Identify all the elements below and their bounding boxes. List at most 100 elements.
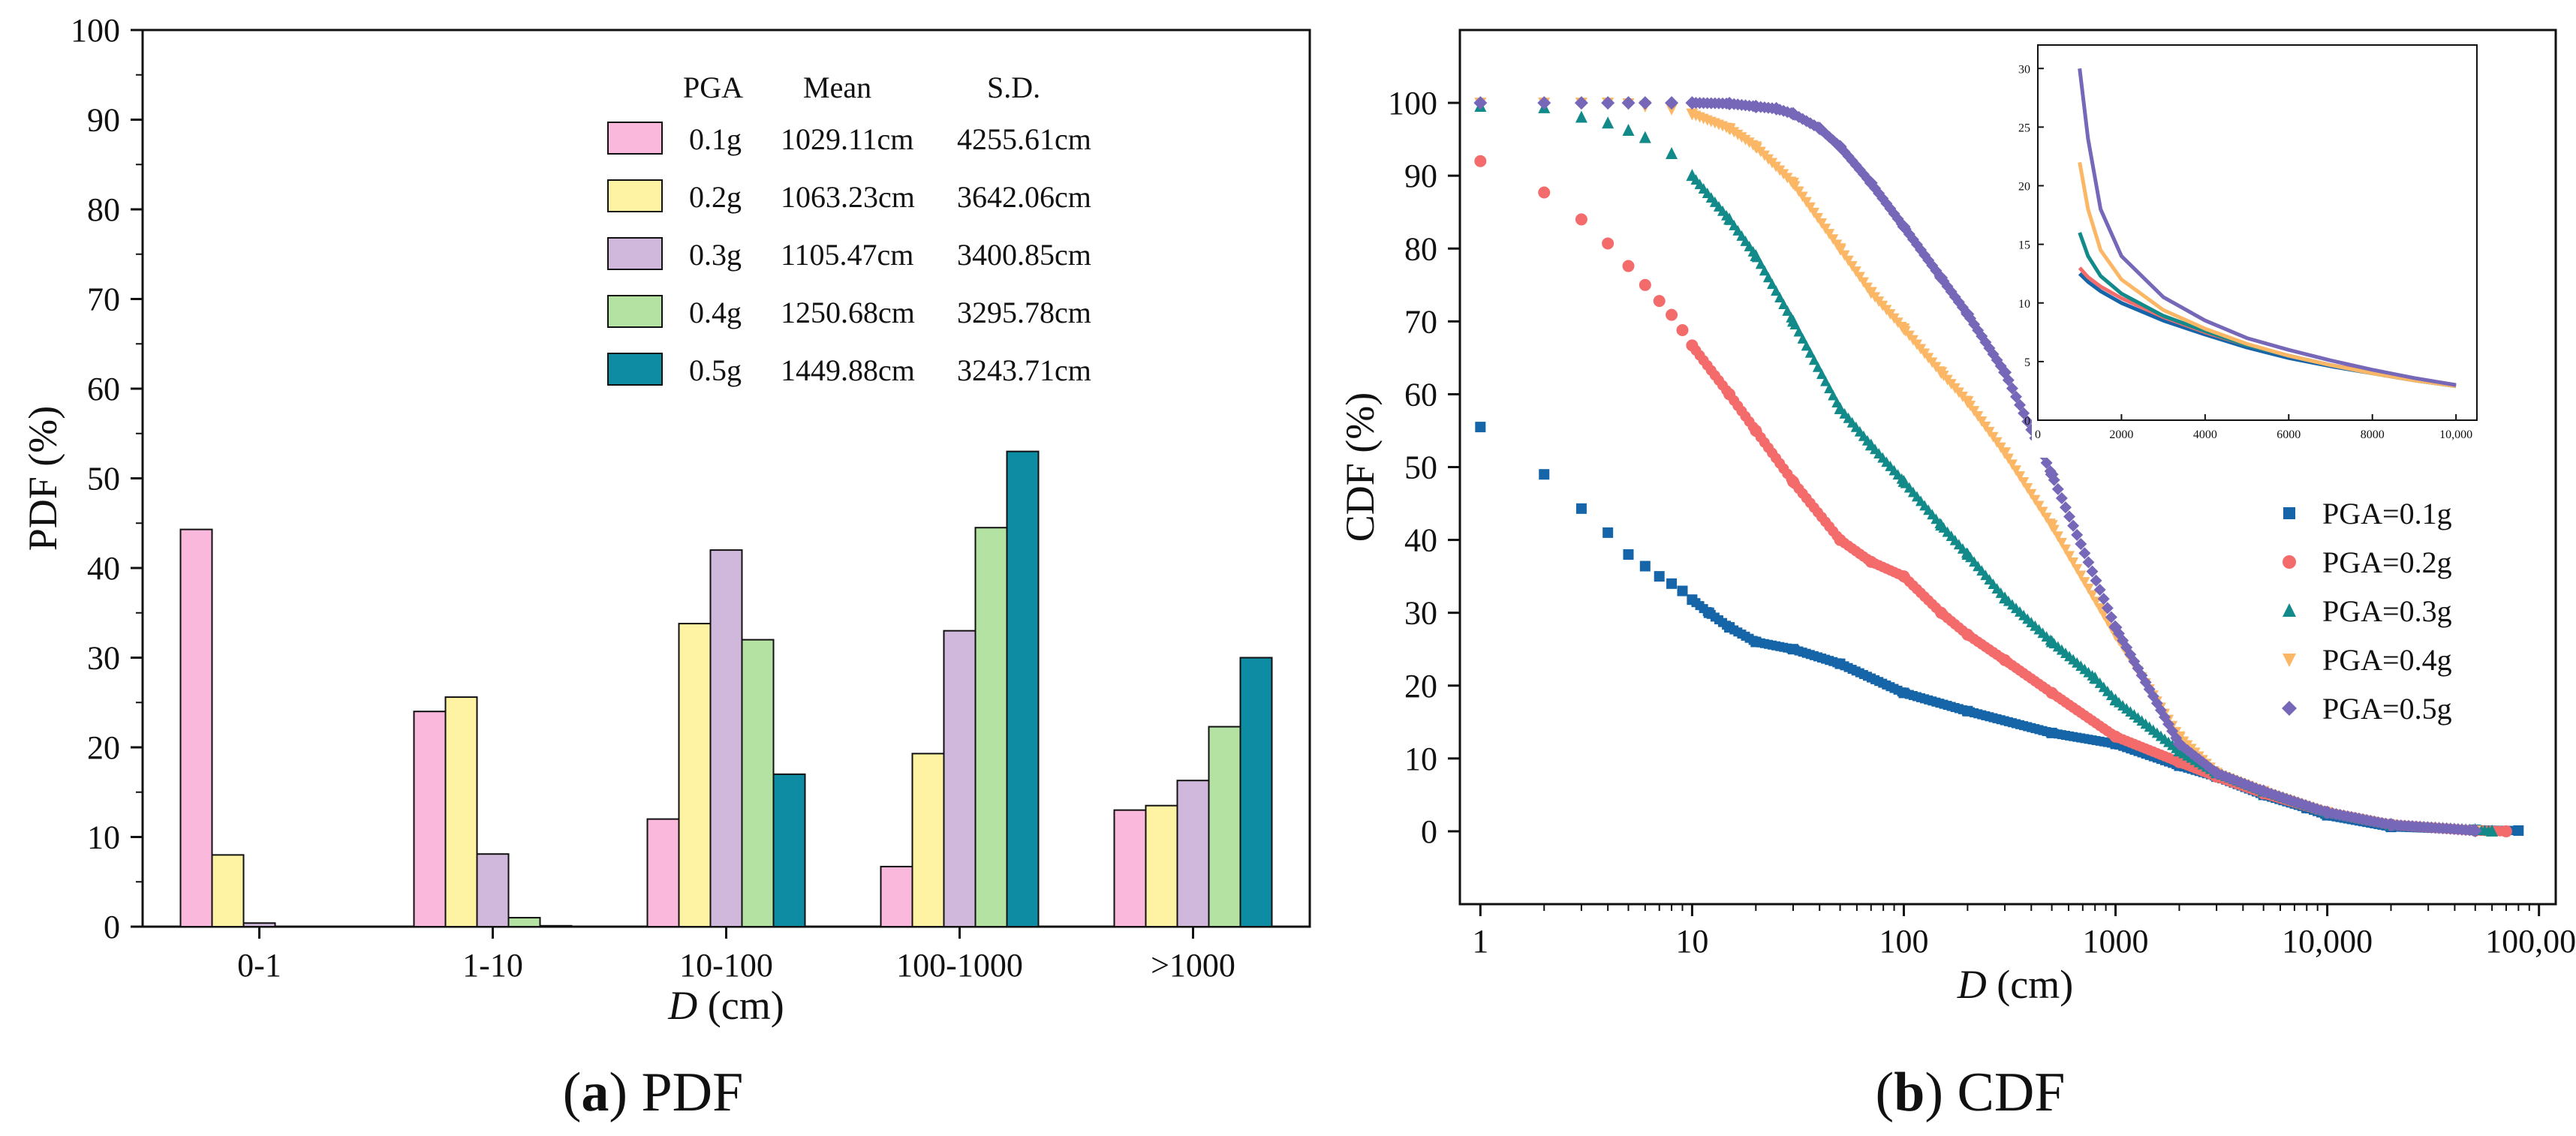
legend-mean: 1105.47cm: [781, 238, 913, 272]
y-tick-label: 90: [1404, 158, 1437, 194]
legend-mean: 1063.23cm: [781, 180, 915, 214]
legend-marker: [2283, 603, 2296, 617]
data-point-dense: [1793, 186, 1804, 197]
data-point: [1666, 578, 1678, 589]
data-point-dense: [1774, 292, 1786, 303]
data-point-dense: [2018, 476, 2030, 488]
data-point-dense: [2093, 583, 2106, 596]
inset-x-tick-label: 2000: [2109, 428, 2133, 441]
data-point-dense: [2071, 528, 2084, 541]
x-axis-label: D (cm): [667, 983, 784, 1028]
data-point-dense: [1843, 255, 1854, 266]
bar: [1208, 726, 1241, 927]
data-point: [1602, 116, 1615, 129]
x-axis-label-unit: (cm): [1987, 962, 2073, 1007]
caption-b: (b) CDF: [1876, 1062, 2066, 1123]
x-tick-label: 100: [1879, 923, 1928, 960]
y-tick-label: 80: [87, 191, 120, 228]
data-point-dense: [2006, 459, 2018, 470]
y-tick-label: 40: [1404, 522, 1437, 559]
data-point: [1623, 549, 1634, 560]
data-point-dense: [2014, 398, 2027, 411]
bar: [709, 549, 743, 927]
y-tick-label: 30: [87, 640, 120, 677]
legend-marker: [2283, 507, 2295, 519]
inset-y-tick-label: 10: [2018, 298, 2030, 311]
bar: [741, 639, 775, 927]
inset-y-tick-label: 5: [2024, 356, 2030, 369]
data-point: [1654, 571, 1665, 582]
legend-sd: 3295.78cm: [957, 296, 1091, 329]
data-point-dense: [2079, 577, 2090, 588]
data-point-dense: [2056, 537, 2067, 548]
legend-swatch: [607, 353, 663, 386]
y-tick-label: 10: [87, 819, 120, 856]
data-point-dense: [2006, 382, 2018, 395]
data-point-dense: [2052, 531, 2063, 542]
data-point: [1601, 96, 1615, 110]
inset: 0 2000 4000 6000 8000 10,000 0 5 10 15 20 25 30: [2018, 38, 2501, 458]
y-tick-label: 30: [1404, 595, 1437, 632]
bar: [507, 917, 541, 928]
legend-label: PGA=0.3g: [2322, 594, 2452, 628]
data-point-dense: [2045, 518, 2056, 530]
inset-y-tick-label: 30: [2018, 63, 2030, 76]
data-point-dense: [1854, 272, 1865, 283]
data-point-dense: [1767, 278, 1778, 290]
data-point: [1538, 186, 1551, 199]
x-tick-label: 1000: [2083, 923, 2149, 960]
inset-line: [2078, 161, 2457, 389]
data-point-dense: [1999, 447, 2010, 458]
inset-x-tick-label: 8000: [2361, 428, 2385, 441]
data-point-dense: [1793, 326, 1804, 337]
data-point-dense: [2021, 415, 2034, 428]
y-tick-label: 60: [87, 371, 120, 407]
data-point-dense: [1839, 250, 1850, 261]
data-point-dense: [1861, 282, 1873, 293]
data-point: [1537, 96, 1551, 110]
bar: [242, 922, 276, 927]
legend-pga: 0.1g: [689, 122, 742, 156]
data-point: [1474, 155, 1487, 167]
data-point: [1639, 131, 1651, 143]
inset-line: [2078, 68, 2457, 387]
x-tick-label: 10,000: [2282, 923, 2373, 960]
data-point-dense: [1778, 298, 1789, 309]
bar: [1145, 804, 1178, 928]
data-point-dense: [2044, 464, 2057, 477]
data-point: [1639, 278, 1651, 291]
data-point-dense: [2483, 825, 2494, 836]
bar: [772, 773, 806, 927]
data-point-dense: [1789, 181, 1801, 192]
bar: [678, 623, 712, 928]
inset-x-tick-label: 4000: [2193, 428, 2217, 441]
data-point-dense: [2041, 512, 2052, 524]
y-tick-label: 50: [87, 461, 120, 497]
inset-y-tick-label: 0: [2024, 415, 2030, 428]
y-tick-label: 70: [1404, 303, 1437, 340]
x-tick-label: 10-100: [679, 947, 773, 984]
legend-marker: [2282, 701, 2297, 716]
data-point-dense: [2075, 570, 2087, 582]
data-point-dense: [2101, 602, 2114, 615]
data-point-dense: [1831, 396, 1843, 407]
data-point-dense: [1858, 277, 1869, 288]
data-point: [1639, 560, 1651, 572]
caption-b-close: ): [1924, 1062, 1943, 1123]
data-point-dense: [2026, 488, 2037, 500]
data-point-dense: [2010, 465, 2021, 476]
data-point-dense: [2018, 407, 2030, 419]
legend-label: PGA=0.1g: [2322, 497, 2452, 530]
legend-mean: 1449.88cm: [781, 353, 915, 387]
data-point-dense: [2033, 500, 2045, 512]
y-tick-label: 80: [1404, 230, 1437, 267]
x-axis-label-symbol: D: [1957, 962, 1987, 1007]
data-point-dense: [2087, 590, 2098, 601]
legend-pga: 0.2g: [689, 180, 742, 214]
data-point-dense: [2059, 501, 2072, 514]
x-tick-label: 1: [1472, 923, 1488, 960]
data-point-dense: [2105, 611, 2117, 624]
y-tick-label: 0: [1421, 813, 1437, 850]
data-point-dense: [2086, 565, 2099, 578]
